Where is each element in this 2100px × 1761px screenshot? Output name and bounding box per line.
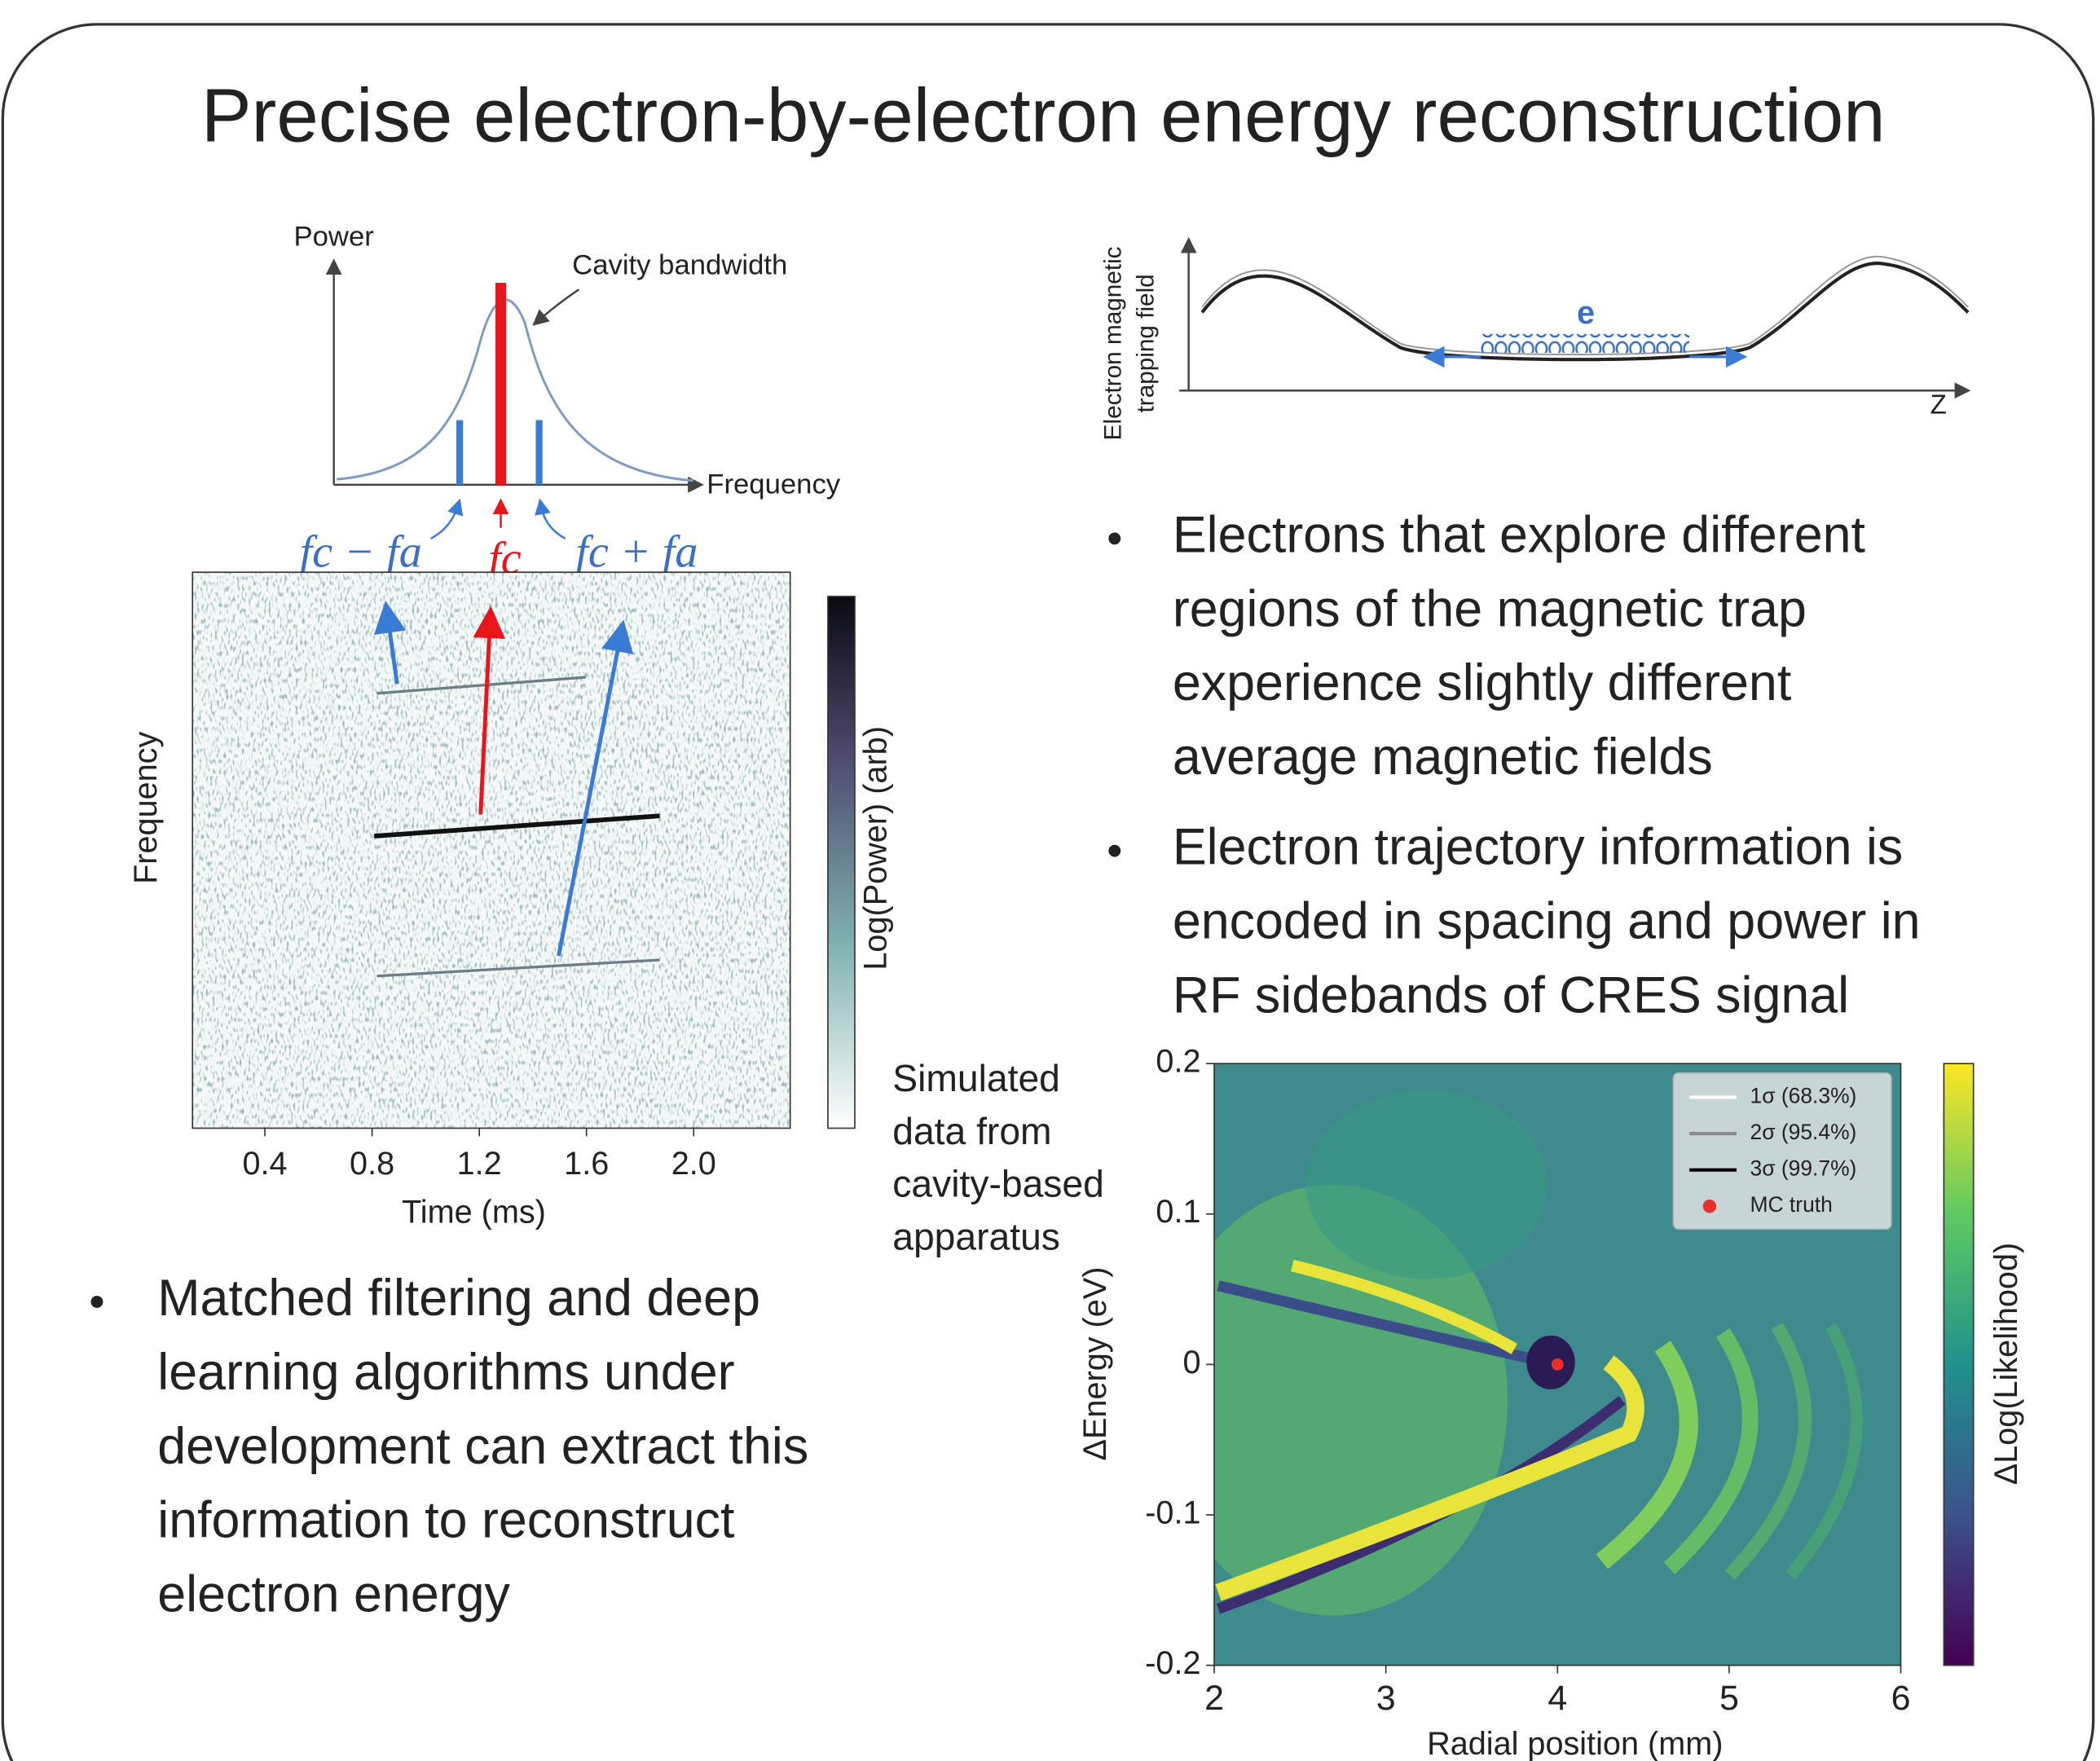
power-diagram: Power Frequency Cavity bandwidth fc − fa…	[294, 222, 841, 584]
legend-marker	[1703, 1200, 1717, 1213]
x-tick-label: 3	[1376, 1679, 1396, 1718]
axis-label: Z	[1931, 390, 1947, 420]
sideband-line	[456, 420, 463, 485]
legend-label: 1σ (68.3%)	[1750, 1083, 1857, 1107]
slide-title: Precise electron-by-electron energy reco…	[201, 73, 1886, 157]
bullet-text: regions of the magnetic trap	[1173, 580, 1807, 637]
particle-label: e	[1577, 295, 1595, 331]
mc-truth-point	[1552, 1358, 1564, 1371]
bullet-text: Electron trajectory information is	[1173, 819, 1904, 876]
annotation: Cavity bandwidth	[572, 249, 787, 280]
y-tick-label: 0	[1182, 1345, 1200, 1380]
bullet-dot	[1108, 845, 1120, 857]
y-tick-label: -0.2	[1145, 1645, 1200, 1681]
arrow	[431, 506, 458, 539]
x-tick-label: 6	[1891, 1679, 1911, 1718]
axis-label: Frequency	[707, 469, 841, 500]
trap-diagram: e Z Electron magnetic trapping field	[1100, 245, 1968, 441]
carrier-line	[495, 283, 506, 485]
bullet-text: learning algorithms under	[157, 1344, 734, 1401]
x-tick-label: 0.8	[350, 1146, 394, 1182]
arrow	[541, 506, 566, 539]
x-tick-label: 5	[1719, 1679, 1739, 1718]
annotation-arrow	[539, 289, 579, 320]
caption: cavity-based	[892, 1163, 1104, 1205]
bullet-text: RF sidebands of CRES signal	[1173, 966, 1849, 1024]
sideband-label: fc + fa	[575, 526, 698, 577]
y-tick-label: 0.1	[1156, 1194, 1200, 1230]
bullet-text: electron energy	[157, 1566, 510, 1623]
x-tick-label: 2	[1204, 1679, 1224, 1718]
bullet-dot	[91, 1296, 103, 1308]
axis-label: Electron magnetic	[1100, 246, 1127, 440]
heatmap-peak	[1526, 1336, 1574, 1389]
bullet-text: encoded in spacing and power in	[1173, 893, 1921, 950]
bullet-text: experience slightly different	[1173, 654, 1791, 711]
page: Precise electron-by-electron energy reco…	[0, 0, 2100, 1761]
colorbar	[1944, 1063, 1973, 1665]
colorbar-label: ΔLog(Likelihood)	[1988, 1243, 2024, 1485]
bullet-text: development can extract this	[157, 1418, 808, 1475]
sideband-line	[535, 420, 542, 485]
caption: Simulated	[892, 1057, 1060, 1099]
bullet-dot	[1108, 532, 1120, 544]
x-tick-label: 2.0	[671, 1146, 716, 1182]
caption: data from	[892, 1110, 1051, 1152]
legend-label: 3σ (99.7%)	[1750, 1156, 1857, 1181]
axis-label: trapping field	[1132, 274, 1159, 412]
colorbar-label: Log(Power) (arb)	[858, 726, 894, 971]
y-axis-label: Frequency	[128, 732, 164, 884]
caption: apparatus	[892, 1216, 1060, 1258]
spectrogram	[192, 572, 855, 1128]
bullet-text: Matched filtering and deep	[157, 1270, 760, 1327]
bullet-text: information to reconstruct	[157, 1492, 734, 1549]
x-tick-label: 0.4	[242, 1146, 287, 1182]
legend-label: 2σ (95.4%)	[1750, 1120, 1857, 1144]
legend-label: MC truth	[1750, 1192, 1833, 1217]
x-axis-label: Time (ms)	[402, 1195, 546, 1230]
slide: Precise electron-by-electron energy reco…	[0, 0, 2100, 1761]
bullet-text: average magnetic fields	[1173, 729, 1713, 786]
electron-coil	[1481, 334, 1689, 353]
axis-label: Power	[294, 222, 374, 253]
colorbar	[828, 597, 855, 1129]
y-tick-label: 0.2	[1156, 1044, 1200, 1080]
sideband-label: fc − fa	[300, 526, 422, 577]
y-axis-label: ΔEnergy (eV)	[1077, 1267, 1113, 1461]
bullet-text: Electrons that explore different	[1173, 506, 1865, 563]
x-tick-label: 1.2	[457, 1146, 502, 1182]
x-tick-label: 4	[1547, 1679, 1567, 1718]
cavity-curve	[337, 300, 693, 481]
noise-texture	[192, 572, 790, 1128]
x-tick-label: 1.6	[564, 1146, 609, 1182]
x-axis-label: Radial position (mm)	[1427, 1726, 1723, 1761]
heatmap-region	[1305, 1090, 1547, 1279]
y-tick-label: -0.1	[1145, 1495, 1200, 1530]
